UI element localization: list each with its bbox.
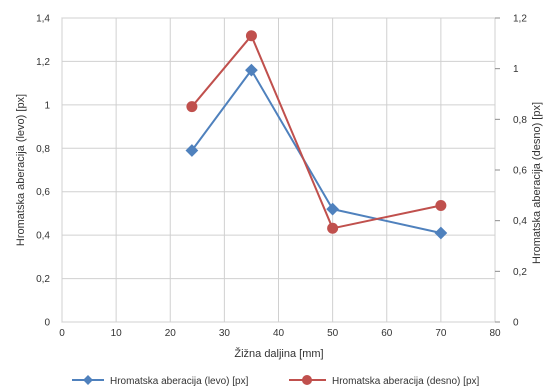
x-tick-label: 50 xyxy=(327,328,339,339)
data-point-desno xyxy=(435,199,447,211)
y-right-tick-label: 0 xyxy=(513,318,519,329)
legend-marker-desno xyxy=(302,375,312,385)
legend: Hromatska aberacija (levo) [px] Hromatsk… xyxy=(72,375,480,387)
legend-label-desno: Hromatska aberacija (desno) [px] xyxy=(332,376,480,387)
y-right-tick-label: 0,2 xyxy=(513,267,527,278)
legend-label-levo: Hromatska aberacija (levo) [px] xyxy=(110,376,249,387)
x-tick-label: 0 xyxy=(59,328,65,339)
y-left-tick-label: 0,2 xyxy=(36,274,50,285)
legend-item-levo: Hromatska aberacija (levo) [px] xyxy=(72,375,249,387)
y-left-tick-label: 1,4 xyxy=(36,14,50,25)
x-tick-label: 30 xyxy=(219,328,231,339)
x-tick-label: 60 xyxy=(381,328,393,339)
grid xyxy=(61,17,500,323)
y-left-tick-label: 0,8 xyxy=(36,144,50,155)
data-point-desno xyxy=(186,101,198,113)
y-left-tick-label: 0,6 xyxy=(36,187,50,198)
y-right-tick-label: 1,2 xyxy=(513,14,527,25)
y-right-tick-label: 1 xyxy=(513,64,519,75)
data-point-desno xyxy=(245,30,257,42)
y-right-tick-label: 0,8 xyxy=(513,115,527,126)
y-right-tick-label: 0,6 xyxy=(513,166,527,177)
series-line-levo xyxy=(191,69,442,234)
x-tick-label: 70 xyxy=(435,328,447,339)
data-point-desno xyxy=(327,222,339,234)
axes: Žižna daljina [mm] Hromatska aberacija (… xyxy=(15,94,543,360)
x-tick-label: 10 xyxy=(111,328,123,339)
y-right-tick-label: 0,4 xyxy=(513,216,527,227)
x-tick-label: 80 xyxy=(489,328,501,339)
legend-marker-levo xyxy=(83,375,93,385)
y-left-tick-label: 0,4 xyxy=(36,231,50,242)
legend-item-desno: Hromatska aberacija (desno) [px] xyxy=(289,375,480,387)
y-axis-left-label: Hromatska aberacija (levo) [px] xyxy=(15,94,27,246)
y-axis-right-label: Hromatska aberacija (desno) [px] xyxy=(531,102,543,264)
data-point-levo xyxy=(326,202,339,216)
y-left-tick-label: 1,2 xyxy=(36,57,50,68)
y-left-tick-label: 0 xyxy=(44,318,50,329)
data-point-levo xyxy=(245,63,258,77)
series xyxy=(185,30,448,240)
data-point-levo xyxy=(185,144,199,157)
series-line-desno xyxy=(191,34,442,230)
x-axis-label: Žižna daljina [mm] xyxy=(234,347,323,360)
x-tick-label: 20 xyxy=(165,328,177,339)
y-left-tick-label: 1 xyxy=(44,100,50,111)
x-tick-label: 40 xyxy=(273,328,285,339)
tick-labels: 0 10 20 30 40 50 60 70 80 0 0,2 0,4 0,6 0,8 1 1,2 1,4 0 0,… xyxy=(36,14,527,340)
data-point-levo xyxy=(434,226,448,240)
